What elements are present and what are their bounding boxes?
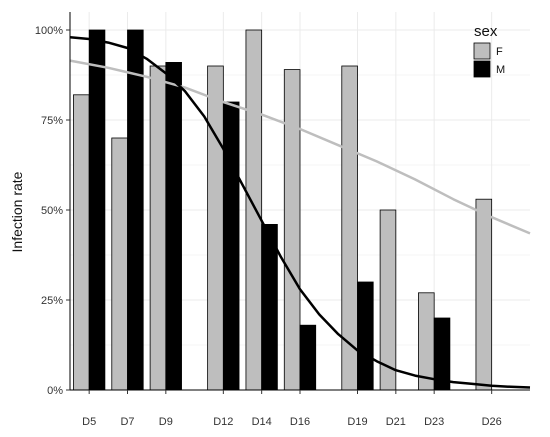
bar-f-d12 [207,65,224,391]
trend-lines [69,35,531,389]
x-tick-label: D21 [386,416,406,428]
bar-m-d7 [127,29,144,391]
legend-key-f [473,42,491,60]
y-tick-label: 25% [41,295,63,307]
y-tick-label: 100% [35,25,63,37]
x-tick-label: D14 [252,416,272,428]
axes: 0% 25% 50% 75% 100% D5 D7 D9 D12 D14 D16 D19 D21 D23 D… [35,12,530,428]
bar-f-d26 [475,198,493,391]
x-tick-label: D5 [82,416,96,428]
bar-f-d5 [73,94,90,391]
x-tick-label: D19 [347,416,367,428]
bar-m-d5 [88,29,106,391]
x-tick-label: D9 [159,416,173,428]
x-tick-label: D26 [482,416,502,428]
bars [73,29,508,391]
bar-m-d14 [261,223,278,391]
bar-m-d16 [299,324,317,391]
x-tick-label: D7 [120,416,134,428]
x-tick-label: D12 [213,416,233,428]
legend: sex FM [473,23,505,78]
y-tick-label: 50% [41,205,63,217]
legend-label-m: M [496,64,505,76]
bar-f-d7 [111,137,128,391]
legend-title: sex [474,23,498,40]
bar-m-d9 [165,62,182,391]
legend-label-f: F [496,46,503,58]
y-axis-title: Infection rate [9,171,25,252]
bar-f-d9 [149,65,167,391]
bar-m-d12 [222,101,240,391]
bar-f-d16 [283,69,301,391]
y-tick-label: 75% [41,115,63,127]
legend-key-m [473,60,491,78]
trend-line-f [69,59,531,235]
y-tick-label: 0% [47,385,63,397]
trend-line-m [69,35,531,389]
bar-f-d19 [341,65,358,391]
x-tick-label: D16 [290,416,310,428]
x-tick-label: D23 [424,416,444,428]
bar-f-d14 [245,29,263,391]
bar-m-d19 [357,281,374,391]
